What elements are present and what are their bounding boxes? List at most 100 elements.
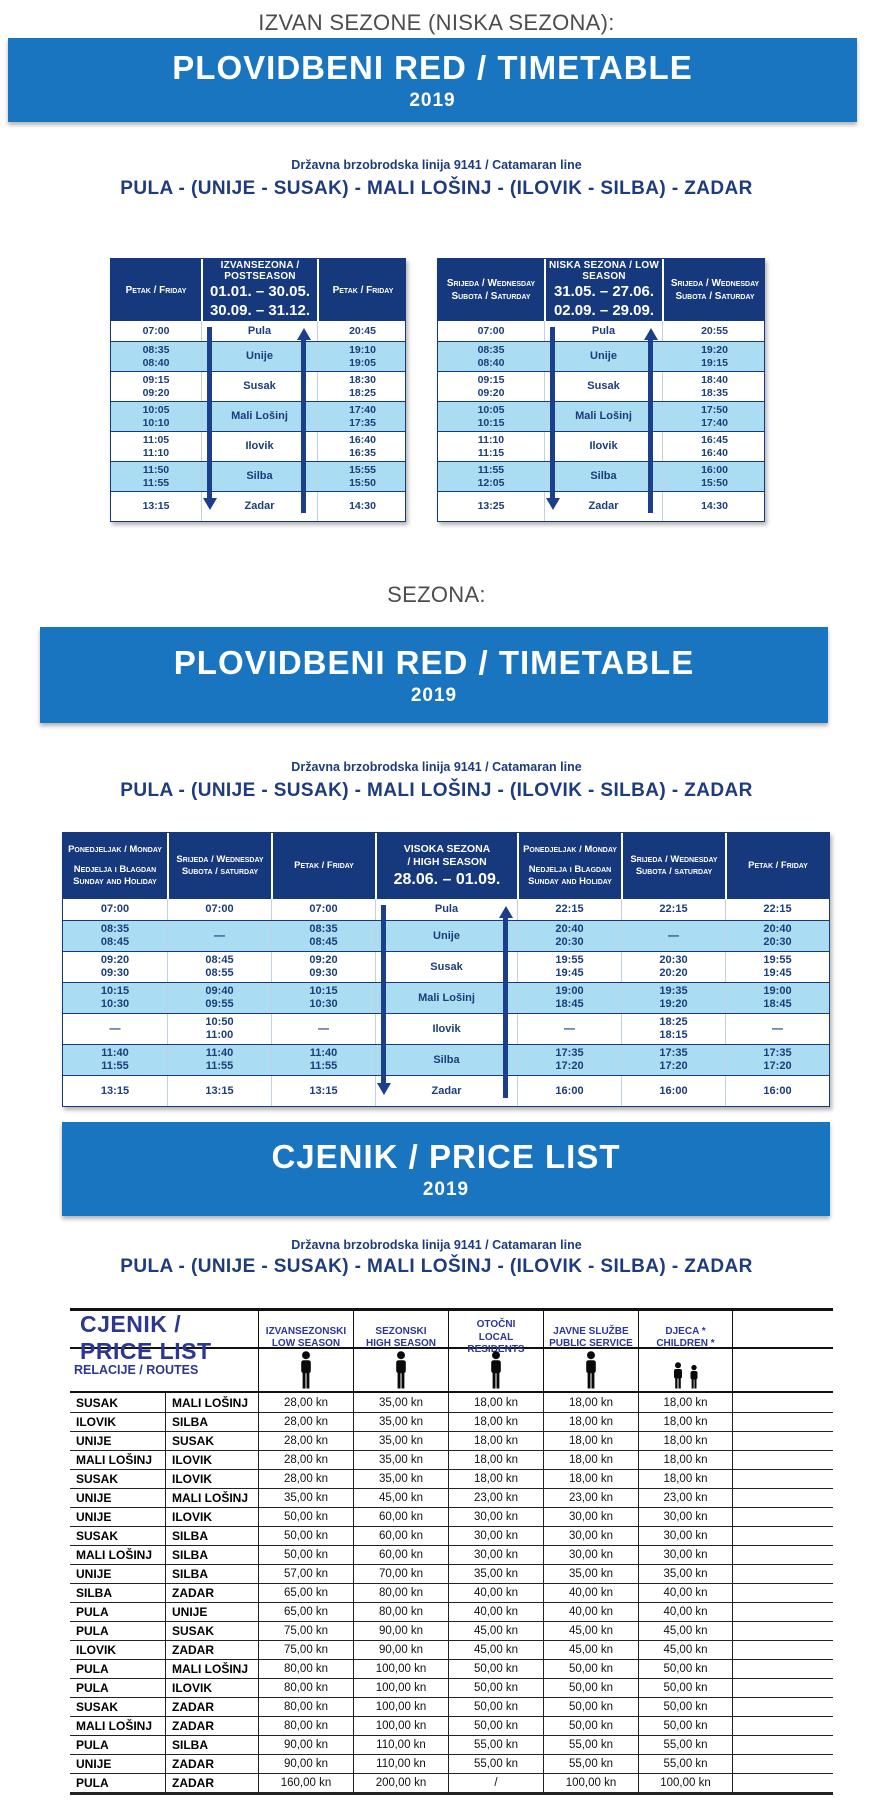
departure-times: 10:15 10:30 (271, 983, 375, 1013)
line-subtitle: Državna brzobrodska linija 9141 / Catama… (291, 158, 582, 172)
price-value: 70,00 kn (353, 1565, 448, 1583)
day-header: Petak / Friday (725, 833, 829, 899)
route-from: ILOVIK (76, 1643, 117, 1657)
station-name: Pula (544, 321, 662, 341)
route-from: UNIJE (76, 1491, 112, 1505)
price-value: 80,00 kn (258, 1660, 353, 1678)
timetable-header: Ponedjeljak / Monday Nedjelja i Blagdan Su… (63, 833, 829, 899)
departure-times: 08:35 08:45 (271, 921, 375, 951)
timetable-row: —10:50 11:00— Ilovik —18:25 18:15— (63, 1013, 829, 1044)
route-to: MALI LOŠINJ (165, 1660, 258, 1678)
departure-times: 10:15 10:30 (100, 985, 130, 1010)
fare-category-icon-cell (353, 1349, 448, 1391)
departure-times: 07:00 (271, 899, 375, 920)
price-value: 75,00 kn (258, 1641, 353, 1659)
timetable-row: 09:15 09:20 Susak 18:30 18:25 (111, 371, 405, 401)
route-from: PULA (76, 1738, 109, 1752)
departure-times: 07:00 (100, 903, 130, 915)
station-name: Ilovik (375, 1014, 517, 1044)
departure-times: 08:45 08:55 (167, 952, 271, 982)
departure-times: 11:50 11:55 (142, 464, 170, 489)
pricelist-table-title: CJENIK / PRICE LIST (80, 1311, 212, 1364)
route-to: SUSAK (165, 1432, 258, 1450)
station-name: Zadar (201, 492, 317, 521)
price-value: 100,00 kn (353, 1698, 448, 1716)
price-value: 18,00 kn (543, 1470, 638, 1488)
routes-row: RELACIJE / ROUTES (70, 1349, 833, 1393)
station-name: Unije (375, 921, 517, 951)
departure-times: 13:25 (477, 500, 505, 513)
departure-times: 09:15 09:20 (477, 374, 505, 399)
price-value: 50,00 kn (448, 1679, 543, 1697)
price-value: 30,00 kn (638, 1508, 733, 1526)
departure-times: 13:15 (271, 1076, 375, 1106)
route-from: PULA (76, 1662, 109, 1676)
highseason-timetable: Ponedjeljak / Monday Nedjelja i Blagdan Su… (62, 832, 830, 1107)
return-times: 16:45 16:40 (662, 432, 766, 461)
departure-times: 13:15 (142, 500, 170, 513)
route-to: ZADAR (165, 1641, 258, 1659)
return-times: 19:35 19:20 (621, 983, 725, 1013)
route-from: SUSAK (76, 1529, 119, 1543)
timetable-row: 08:35 08:40 Unije 19:10 19:05 (111, 341, 405, 371)
fare-category-icon-cell (448, 1349, 543, 1391)
timetable-body: 07:00 Pula 20:55 08:35 08:40 Unije 19:20 1… (438, 321, 764, 521)
price-value: 28,00 kn (258, 1432, 353, 1450)
station-name: Ilovik (201, 432, 317, 461)
price-value: 40,00 kn (638, 1584, 733, 1602)
outbound-arrow-icon (202, 327, 217, 510)
lowseason-timetable: Srijeda / Wednesday Subota / Saturday NIS… (437, 258, 765, 522)
station-name: Susak (201, 372, 317, 401)
price-row: MALI LOŠINJ SILBA 50,00 kn 60,00 kn 30,00 k… (70, 1545, 833, 1564)
departure-times: 13:15 (100, 1084, 130, 1097)
price-row: PULA SUSAK 75,00 kn 90,00 kn 45,00 kn 45,00 … (70, 1621, 833, 1640)
route-to: ILOVIK (165, 1470, 258, 1488)
price-row: MALI LOŠINJ ILOVIK 28,00 kn 35,00 kn 18,00 … (70, 1450, 833, 1469)
price-value: 35,00 kn (353, 1413, 448, 1431)
route-to: SILBA (165, 1413, 258, 1431)
banner-year: 2019 (409, 89, 456, 111)
price-value: 50,00 kn (258, 1527, 353, 1545)
price-value: 50,00 kn (448, 1698, 543, 1716)
price-value: 45,00 kn (448, 1641, 543, 1659)
route-to: SILBA (165, 1565, 258, 1583)
fare-category-icon-cell (258, 1349, 353, 1391)
timetable-row: 07:00 Pula 20:45 (111, 321, 405, 341)
price-value: 18,00 kn (638, 1393, 733, 1412)
price-value: 110,00 kn (353, 1755, 448, 1773)
return-times: 20:40 20:30 (725, 921, 829, 951)
departure-times: — (167, 921, 271, 951)
price-value: 30,00 kn (638, 1527, 733, 1545)
children-icon (673, 1362, 697, 1389)
price-value: 55,00 kn (448, 1736, 543, 1754)
price-value: 28,00 kn (258, 1413, 353, 1431)
timetable-row: 07:00 07:00 07:00 Pula 22:15 22:15 22:15 (63, 899, 829, 920)
station-name: Pula (375, 899, 517, 920)
price-row: SUSAK SILBA 50,00 kn 60,00 kn 30,00 kn 30,00… (70, 1526, 833, 1545)
timetable-banner-offseason: PLOVIDBENI RED / TIMETABLE 2019 (8, 38, 857, 122)
price-value: 50,00 kn (258, 1508, 353, 1526)
price-column-header: JAVNE SLUŽBE PUBLIC SERVICE (543, 1311, 638, 1365)
route-to: MALI LOŠINJ (165, 1489, 258, 1507)
season-header: VISOKA SEZONA / HIGH SEASON 28.06. – 01.0… (375, 833, 517, 899)
price-value: 35,00 kn (448, 1565, 543, 1583)
timetable-header: Srijeda / Wednesday Subota / Saturday NIS… (438, 259, 764, 321)
outbound-arrow-icon (376, 905, 391, 1095)
departure-times: 09:20 09:30 (271, 952, 375, 982)
price-row: UNIJE SUSAK 28,00 kn 35,00 kn 18,00 kn 18,00… (70, 1431, 833, 1450)
price-value: 50,00 kn (543, 1717, 638, 1735)
station-name: Mali Lošinj (544, 402, 662, 431)
day-header: Ponedjeljak / Monday Nedjelja i Blagdan Su… (68, 844, 162, 887)
route-from: ILOVIK (76, 1415, 117, 1429)
offseason-heading: IZVAN SEZONE (NISKA SEZONA): (258, 10, 615, 35)
return-times: 16:00 (621, 1076, 725, 1106)
price-row: UNIJE ZADAR 90,00 kn 110,00 kn 55,00 kn 55,0… (70, 1754, 833, 1773)
return-times: 16:00 (517, 1076, 621, 1106)
price-value: 18,00 kn (638, 1470, 733, 1488)
price-value: 55,00 kn (543, 1755, 638, 1773)
price-value: 40,00 kn (543, 1603, 638, 1621)
price-value: 80,00 kn (353, 1603, 448, 1621)
route-to: SILBA (165, 1527, 258, 1545)
fare-category-icon-cell (638, 1349, 733, 1391)
station-name: Silba (201, 462, 317, 491)
